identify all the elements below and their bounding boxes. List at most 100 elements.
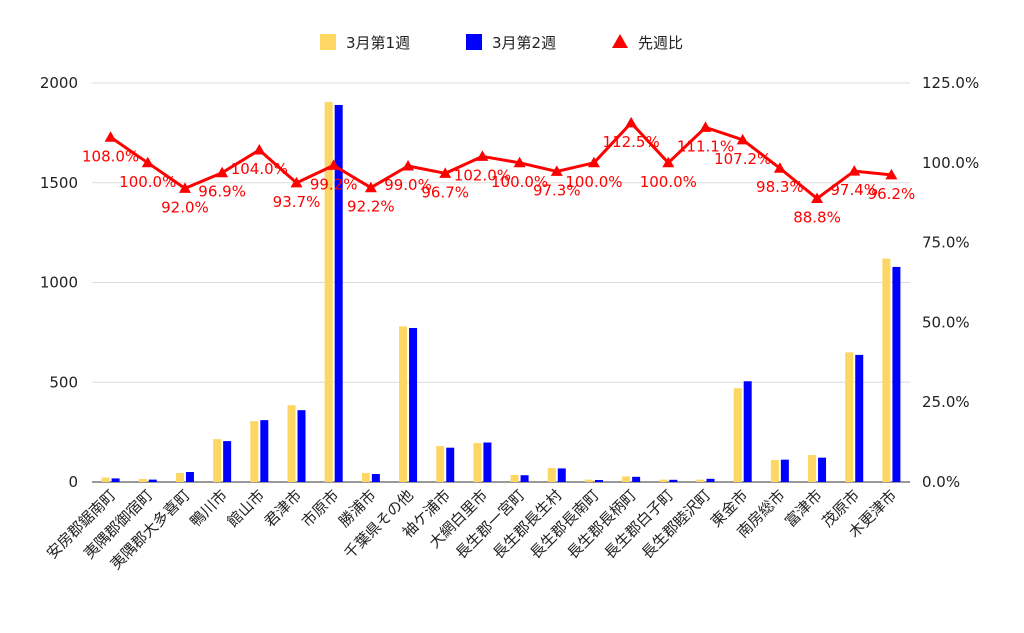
bar-week1 xyxy=(510,475,519,482)
bar-week2 xyxy=(557,468,566,482)
ratio-marker xyxy=(587,156,600,168)
ratio-marker xyxy=(327,159,340,170)
ratio-data-label: 107.2% xyxy=(714,150,771,168)
ratio-data-label: 96.2% xyxy=(868,185,916,203)
bar-week1 xyxy=(101,477,110,482)
bar-week2 xyxy=(371,474,380,482)
bar-week2 xyxy=(185,472,194,482)
y-right-tick: 125.0% xyxy=(922,74,979,92)
legend-ratio-swatch xyxy=(612,34,628,48)
y-right-tick: 25.0% xyxy=(922,393,970,411)
ratio-marker xyxy=(439,167,452,178)
bar-week1 xyxy=(808,455,817,482)
ratio-marker xyxy=(216,166,229,178)
bar-week2 xyxy=(892,266,901,482)
bar-week2 xyxy=(260,420,269,482)
bar-week1 xyxy=(622,476,631,482)
ratio-data-label: 93.7% xyxy=(273,193,321,211)
bar-week1 xyxy=(584,479,593,482)
bar-week2 xyxy=(297,410,306,482)
ratio-marker xyxy=(253,144,266,155)
bar-week1 xyxy=(770,460,779,482)
ratio-data-label: 97.3% xyxy=(533,181,581,199)
ratio-marker xyxy=(104,131,117,142)
ratio-marker xyxy=(736,133,749,145)
legend-week2-label: 3月第2週 xyxy=(492,34,556,52)
bar-week2 xyxy=(334,104,343,482)
bar-week1 xyxy=(138,479,147,482)
bar-week1 xyxy=(659,479,668,482)
ratio-marker xyxy=(625,116,638,128)
bar-week1 xyxy=(399,326,408,482)
ratio-marker xyxy=(290,176,303,188)
ratio-data-label: 99.2% xyxy=(310,175,358,193)
ratio-data-label: 108.0% xyxy=(82,147,139,165)
bar-week1 xyxy=(547,468,556,482)
ratio-data-label: 102.0% xyxy=(454,166,511,184)
bar-week2 xyxy=(780,459,789,482)
ratio-data-label: 97.4% xyxy=(830,181,878,199)
ratio-data-label: 100.0% xyxy=(119,173,176,191)
ratio-data-label: 100.0% xyxy=(491,173,548,191)
ratio-data-label: 96.9% xyxy=(198,183,246,201)
ratio-data-label: 104.0% xyxy=(231,160,288,178)
bar-week2 xyxy=(818,457,827,482)
ratio-marker xyxy=(402,159,415,171)
bar-week1 xyxy=(436,446,445,482)
y-right-tick: 0.0% xyxy=(922,473,960,491)
bar-week2 xyxy=(520,475,529,482)
ratio-data-label: 100.0% xyxy=(565,173,622,191)
ratio-data-label: 88.8% xyxy=(793,209,841,227)
bar-week1 xyxy=(213,439,222,482)
bar-week1 xyxy=(361,473,370,482)
y-left-tick: 1000 xyxy=(40,274,78,292)
ratio-data-label: 92.0% xyxy=(161,198,209,216)
bar-week2 xyxy=(632,476,641,482)
bar-week1 xyxy=(733,388,742,482)
bar-week1 xyxy=(845,352,854,482)
ratio-data-label: 92.2% xyxy=(347,198,395,216)
y-left-tick: 2000 xyxy=(40,74,78,92)
ratio-marker xyxy=(885,168,898,180)
x-category-label: 市原市 xyxy=(298,486,343,531)
x-category-label: 館山市 xyxy=(224,486,269,531)
bar-week2 xyxy=(409,327,418,482)
ratio-marker xyxy=(513,156,526,168)
ratio-marker xyxy=(773,162,786,173)
bar-week1 xyxy=(696,479,705,482)
ratio-marker xyxy=(550,165,563,176)
x-category-label: 君津市 xyxy=(261,486,306,531)
y-right-tick: 100.0% xyxy=(922,154,979,172)
ratio-marker xyxy=(662,156,675,168)
ratio-marker xyxy=(141,156,154,168)
ratio-marker xyxy=(811,192,824,204)
bar-week1 xyxy=(287,405,296,482)
y-left-tick: 0 xyxy=(68,473,78,491)
bar-week2 xyxy=(706,478,715,482)
bar-week2 xyxy=(483,442,492,482)
y-right-tick: 50.0% xyxy=(922,313,970,331)
ratio-marker xyxy=(476,150,489,161)
ratio-data-label: 99.0% xyxy=(384,176,432,194)
bar-week2 xyxy=(223,441,232,482)
ratio-marker xyxy=(364,181,377,193)
bar-week1 xyxy=(250,421,259,482)
ratio-data-label: 96.7% xyxy=(421,183,469,201)
ratio-data-label: 112.5% xyxy=(603,133,660,151)
bar-week2 xyxy=(743,381,752,482)
bar-week2 xyxy=(855,354,864,482)
ratio-line xyxy=(109,121,892,201)
y-right-tick: 75.0% xyxy=(922,234,970,252)
y-left-tick: 1500 xyxy=(40,174,78,192)
bar-week1 xyxy=(175,473,184,482)
bar-week2 xyxy=(594,480,603,482)
x-category-label: 富津市 xyxy=(781,486,826,531)
x-category-label: 鴨川市 xyxy=(186,486,231,531)
bar-week2 xyxy=(148,479,157,482)
ratio-data-label: 100.0% xyxy=(640,173,697,191)
bar-week2 xyxy=(669,479,678,482)
ratio-data-label: 98.3% xyxy=(756,178,804,196)
legend-ratio-label: 先週比 xyxy=(638,34,683,52)
